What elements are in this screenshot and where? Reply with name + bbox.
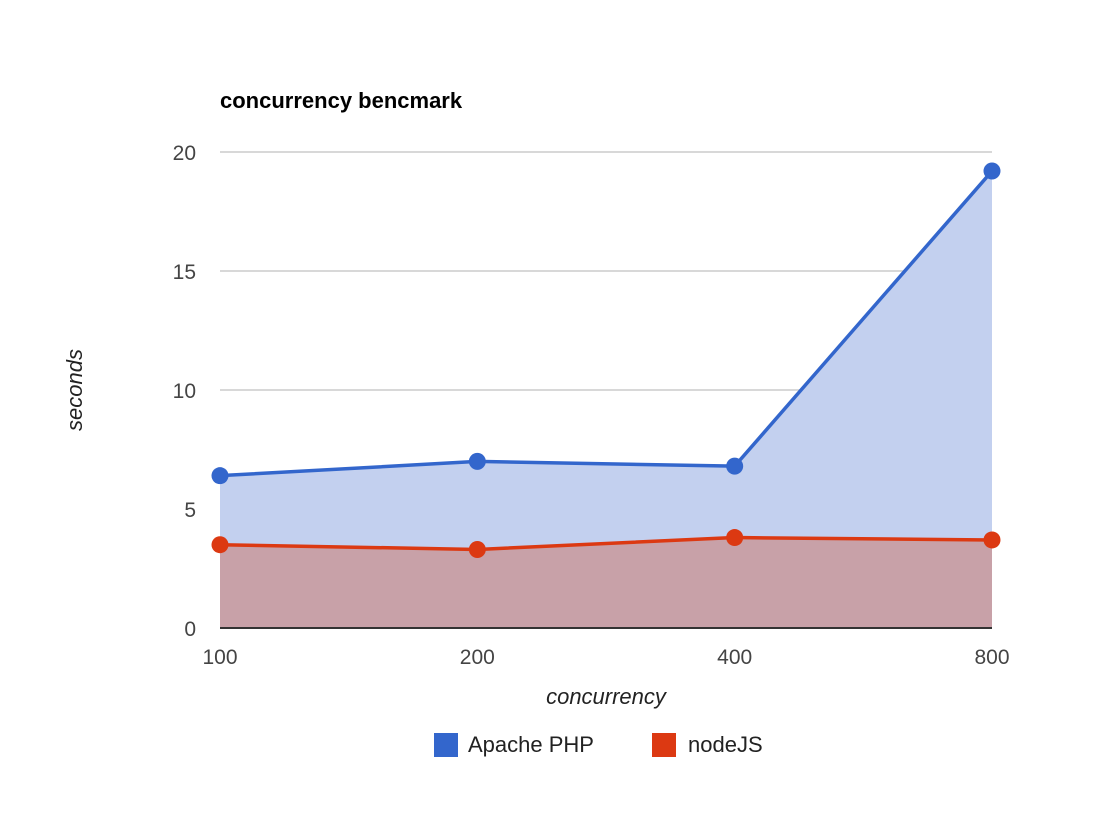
x-tick-label: 800 — [974, 646, 1009, 669]
legend-swatch-nodejs — [652, 733, 676, 757]
point-apache-php-100 — [211, 467, 229, 485]
area-apache-php — [220, 171, 992, 629]
series-lines — [219, 169, 994, 552]
legend-label-nodejs: nodeJS — [688, 732, 763, 757]
point-nodejs-200 — [468, 540, 486, 558]
legend-label-apache-php: Apache PHP — [468, 732, 594, 757]
y-axis-title: seconds — [62, 349, 87, 431]
y-tick-label: 5 — [184, 499, 196, 522]
y-tick-label: 20 — [173, 142, 196, 165]
legend: Apache PHP nodeJS — [434, 732, 763, 757]
y-axis-ticks: 0 5 10 15 20 — [173, 142, 196, 641]
area-nodejs — [220, 537, 992, 628]
y-tick-label: 15 — [173, 261, 196, 284]
line-nodejs — [219, 535, 993, 552]
x-tick-label: 200 — [460, 646, 495, 669]
y-tick-label: 10 — [173, 380, 196, 403]
data-points — [211, 162, 1001, 558]
chart-title: concurrency bencmark — [220, 88, 463, 113]
line-apache-php — [219, 169, 994, 478]
x-axis-ticks: 100 200 400 800 — [202, 646, 1009, 669]
point-apache-php-800 — [983, 162, 1001, 180]
legend-swatch-apache-php — [434, 733, 458, 757]
x-tick-label: 400 — [717, 646, 752, 669]
point-nodejs-400 — [726, 529, 744, 547]
x-tick-label: 100 — [202, 646, 237, 669]
point-nodejs-800 — [983, 531, 1001, 549]
area-fills — [220, 171, 992, 629]
point-nodejs-100 — [211, 536, 229, 554]
point-apache-php-400 — [726, 457, 744, 475]
point-apache-php-200 — [468, 452, 486, 470]
y-tick-label: 0 — [184, 618, 196, 641]
x-axis-title: concurrency — [546, 684, 668, 709]
